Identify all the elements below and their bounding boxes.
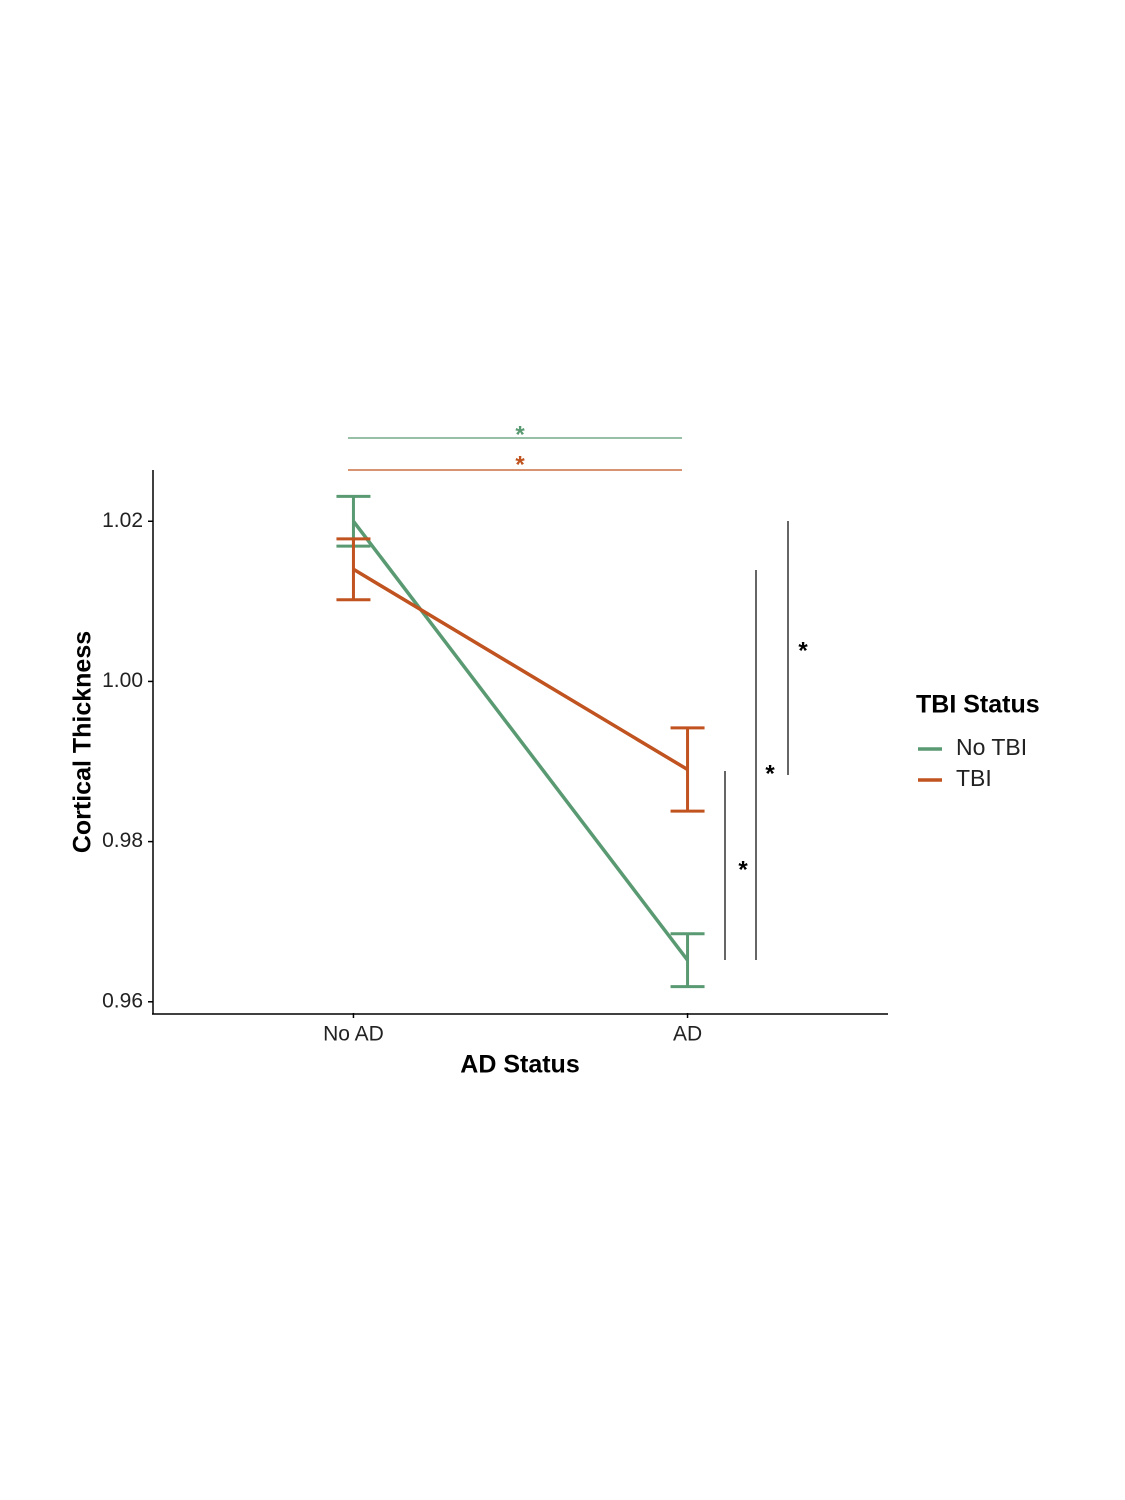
significance-star: * (515, 421, 525, 448)
x-tick-label: No AD (323, 1023, 384, 1046)
y-tick-label: 1.00 (102, 669, 143, 692)
x-axis-title: AD Status (460, 1051, 579, 1079)
series-line (352, 567, 689, 772)
legend-label: No TBI (956, 734, 1027, 760)
significance-star: * (765, 760, 775, 787)
significance-star: * (738, 856, 748, 883)
y-tick-label: 0.96 (102, 989, 143, 1012)
x-tick-label: AD (673, 1023, 702, 1046)
y-tick-label: 0.98 (102, 829, 143, 852)
series-line (352, 520, 689, 962)
significance-star: * (515, 451, 525, 478)
y-axis-title: Cortical Thickness (69, 631, 97, 853)
legend-label: TBI (956, 765, 992, 791)
significance-star: * (798, 637, 808, 664)
y-tick-label: 1.02 (102, 509, 143, 532)
legend-title: TBI Status (916, 691, 1040, 719)
